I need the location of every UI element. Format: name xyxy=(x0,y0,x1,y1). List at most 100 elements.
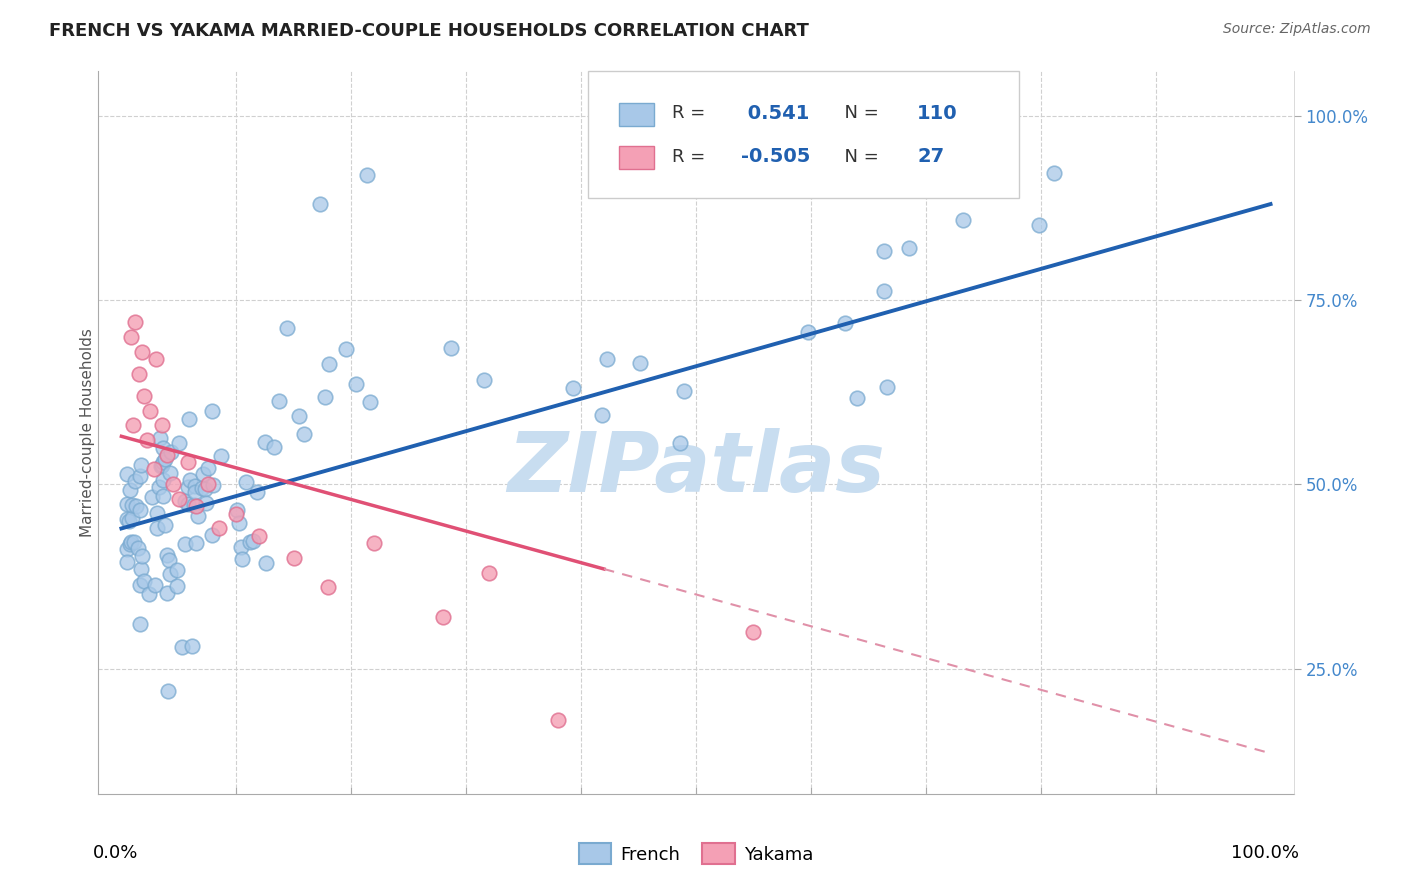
Point xyxy=(153,451,176,466)
Point xyxy=(122,418,145,433)
Point xyxy=(673,384,696,398)
Point xyxy=(166,579,188,593)
Point xyxy=(201,404,224,418)
Point xyxy=(309,197,332,211)
Point xyxy=(141,490,163,504)
Point xyxy=(187,508,209,523)
Point xyxy=(263,441,285,455)
Point xyxy=(231,551,253,566)
Point xyxy=(184,485,207,500)
Point xyxy=(127,541,149,555)
Point xyxy=(139,403,162,417)
Point xyxy=(166,563,188,577)
Point xyxy=(125,499,148,513)
Point xyxy=(194,483,217,497)
Point xyxy=(235,475,257,489)
Point xyxy=(156,683,179,698)
Point xyxy=(314,390,336,404)
Point xyxy=(149,431,172,445)
Point xyxy=(124,475,146,489)
Point xyxy=(142,462,165,476)
Point xyxy=(177,497,200,511)
Point xyxy=(122,535,145,549)
Point xyxy=(225,507,247,521)
Point xyxy=(115,542,138,557)
Point xyxy=(183,498,205,512)
Point xyxy=(197,460,219,475)
Point xyxy=(440,341,463,355)
Text: 110: 110 xyxy=(917,103,957,123)
Point xyxy=(172,640,194,654)
Point xyxy=(156,448,179,462)
Point xyxy=(242,534,264,549)
Point xyxy=(335,343,357,357)
Point xyxy=(211,450,233,464)
Point xyxy=(363,536,385,550)
Point xyxy=(952,213,974,227)
Point xyxy=(432,610,454,624)
Point xyxy=(120,537,142,551)
Point xyxy=(873,244,896,259)
Point xyxy=(669,436,692,450)
Point xyxy=(292,426,315,441)
Point xyxy=(146,521,169,535)
FancyBboxPatch shape xyxy=(620,103,654,126)
Point xyxy=(124,315,146,329)
Point xyxy=(834,316,856,330)
Point xyxy=(156,548,179,562)
Point xyxy=(152,489,174,503)
Point xyxy=(152,442,174,456)
Point xyxy=(184,536,207,550)
Point xyxy=(159,566,181,581)
Text: 100.0%: 100.0% xyxy=(1232,845,1299,863)
Point xyxy=(247,529,270,543)
Point xyxy=(797,325,820,339)
Text: Source: ZipAtlas.com: Source: ZipAtlas.com xyxy=(1223,22,1371,37)
Point xyxy=(184,478,207,492)
Point xyxy=(152,473,174,487)
Point xyxy=(129,616,152,631)
Point xyxy=(129,458,152,473)
Point xyxy=(138,587,160,601)
Point xyxy=(208,521,231,535)
Point xyxy=(152,455,174,469)
Point xyxy=(143,578,166,592)
Point xyxy=(129,468,152,483)
Point xyxy=(115,512,138,526)
FancyBboxPatch shape xyxy=(620,146,654,169)
Point xyxy=(177,455,200,469)
Point xyxy=(201,528,224,542)
Text: 0.0%: 0.0% xyxy=(93,845,138,863)
Point xyxy=(246,484,269,499)
Point xyxy=(169,436,191,450)
Point xyxy=(153,518,176,533)
Point xyxy=(191,481,214,495)
Point xyxy=(174,536,197,550)
Point xyxy=(876,380,898,394)
Point xyxy=(197,477,219,491)
Point xyxy=(131,344,153,359)
Point xyxy=(267,393,290,408)
Text: FRENCH VS YAKAMA MARRIED-COUPLE HOUSEHOLDS CORRELATION CHART: FRENCH VS YAKAMA MARRIED-COUPLE HOUSEHOL… xyxy=(49,22,808,40)
Point xyxy=(547,713,569,727)
Point xyxy=(160,445,183,459)
Point xyxy=(239,534,262,549)
Point xyxy=(135,433,157,447)
Point xyxy=(201,477,224,491)
Point xyxy=(148,480,170,494)
Point xyxy=(229,540,252,554)
Point xyxy=(157,553,180,567)
Point xyxy=(121,511,143,525)
Point xyxy=(591,409,613,423)
Point xyxy=(115,497,138,511)
FancyBboxPatch shape xyxy=(589,71,1019,198)
Point xyxy=(195,496,218,510)
Point xyxy=(129,578,152,592)
Text: N =: N = xyxy=(834,147,884,166)
Point xyxy=(132,574,155,588)
Point xyxy=(191,467,214,481)
Point xyxy=(167,491,190,506)
Point xyxy=(596,351,619,366)
Point xyxy=(177,480,200,494)
Point xyxy=(184,500,207,514)
